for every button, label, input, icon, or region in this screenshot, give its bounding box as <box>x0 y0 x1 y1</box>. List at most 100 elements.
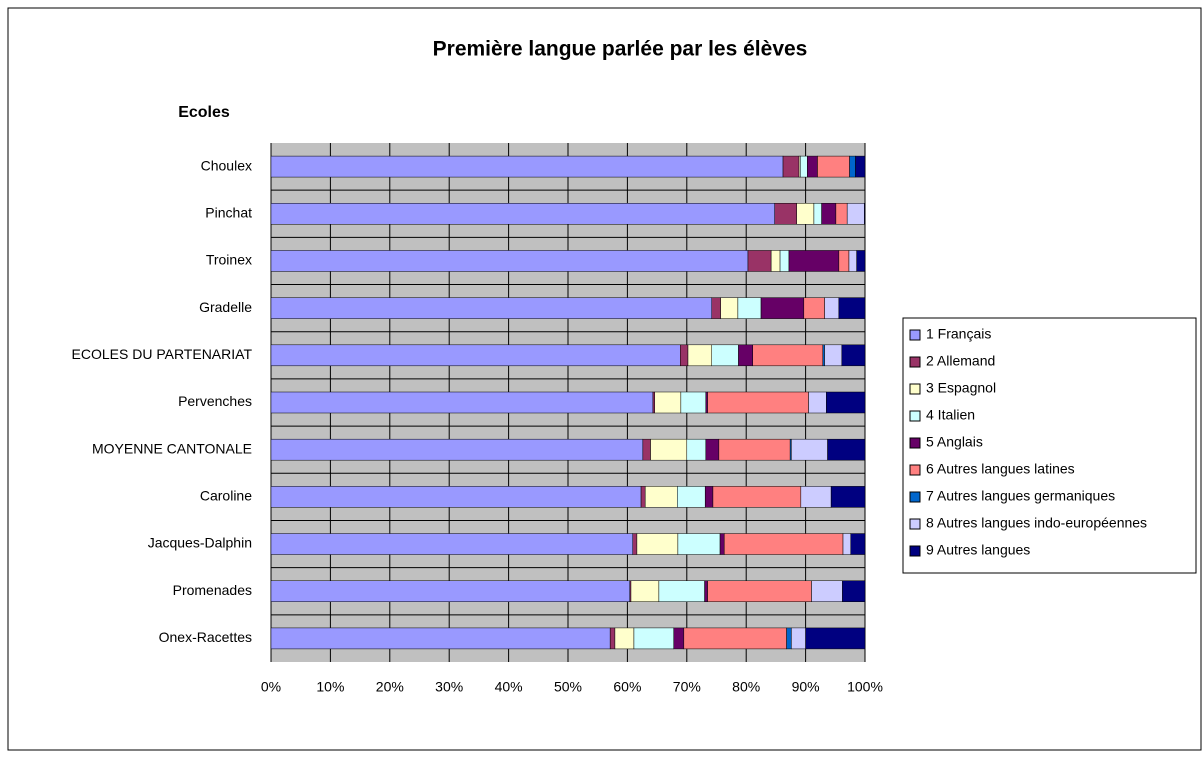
legend-box <box>902 317 1197 574</box>
bar-segment <box>680 391 707 414</box>
legend-label: 8 Autres langues indo-européennes <box>926 515 1147 531</box>
bar-segment <box>841 344 866 367</box>
bar-segment <box>811 580 843 602</box>
bar-segment <box>270 627 611 650</box>
bar-segment <box>838 250 850 272</box>
legend-label: 5 Anglais <box>926 434 983 450</box>
bar-segment <box>855 155 866 178</box>
bar-segment <box>808 391 827 414</box>
bar-segment <box>738 344 753 367</box>
bar-segment <box>821 203 837 225</box>
x-tick-label: 80% <box>732 679 760 695</box>
bar-segment <box>720 297 739 319</box>
bar-segment <box>842 580 866 602</box>
bar-segment <box>270 580 631 602</box>
bar-segment <box>680 344 689 367</box>
y-tick-label: MOYENNE CANTONALE <box>92 440 252 456</box>
y-axis-label: Ecoles <box>178 104 230 121</box>
bar-segment <box>827 438 866 461</box>
bar-segment <box>677 486 706 508</box>
x-tick-label: 0% <box>261 679 281 695</box>
bar-segment <box>270 438 644 461</box>
legend-swatch <box>909 491 921 503</box>
bar-segment <box>791 438 828 461</box>
bar-segment <box>786 627 792 650</box>
bar-segment <box>796 203 815 225</box>
bar-segment <box>707 391 809 414</box>
bar-segment <box>824 297 840 319</box>
bar-segment <box>813 203 822 225</box>
bar-segment <box>737 297 762 319</box>
bar-segment <box>800 155 808 178</box>
legend-swatch <box>909 356 921 368</box>
bar-segment <box>805 627 866 650</box>
legend-label: 3 Espagnol <box>926 380 996 396</box>
bar-segment <box>642 438 651 461</box>
bar-segment <box>846 203 865 225</box>
bar-segment <box>632 533 638 555</box>
x-tick-label: 40% <box>495 679 523 695</box>
legend-swatch <box>909 329 921 341</box>
bar-segment <box>747 250 772 272</box>
y-tick-label: Choulex <box>201 157 252 173</box>
bar-segment <box>838 297 866 319</box>
legend-swatch <box>909 518 921 530</box>
bar-segment <box>800 486 832 508</box>
bar-segment <box>270 533 633 555</box>
bar-segment <box>760 297 805 319</box>
bar-segment <box>677 533 721 555</box>
bar-segment <box>850 533 866 555</box>
bar-segment <box>830 486 866 508</box>
bar-segment <box>636 533 679 555</box>
bar-segment <box>817 155 850 178</box>
y-tick-label: Caroline <box>200 488 252 504</box>
y-tick-label: ECOLES DU PARTENARIAT <box>72 346 253 362</box>
legend-swatch <box>909 410 921 422</box>
bar-segment <box>711 344 739 367</box>
x-tick-label: 70% <box>673 679 701 695</box>
bar-segment <box>807 155 818 178</box>
bar-segment <box>686 438 707 461</box>
bar-segment <box>803 297 825 319</box>
bar-segment <box>270 486 642 508</box>
bar-segment <box>752 344 824 367</box>
chart-title: Première langue parlée par les élèves <box>433 38 808 61</box>
bar-segment <box>270 250 749 272</box>
bar-segment <box>614 627 635 650</box>
bar-segment <box>705 438 720 461</box>
x-tick-label: 10% <box>316 679 344 695</box>
bar-segment <box>652 391 655 414</box>
x-tick-label: 20% <box>376 679 404 695</box>
bar-segment <box>609 627 616 650</box>
bar-segment <box>687 344 712 367</box>
bar-segment <box>270 155 784 178</box>
bar-segment <box>788 250 840 272</box>
legend-label: 1 Français <box>926 326 991 342</box>
legend-label: 2 Allemand <box>926 353 995 369</box>
bar-segment <box>654 391 682 414</box>
legend-label: 9 Autres langues <box>926 542 1030 558</box>
bar-segment <box>650 438 688 461</box>
bar-segment <box>644 486 678 508</box>
bar-segment <box>856 250 866 272</box>
legend-swatch <box>909 464 921 476</box>
bar-segment <box>723 533 844 555</box>
y-tick-label: Promenades <box>173 582 252 598</box>
y-tick-label: Pinchat <box>205 204 252 220</box>
legend-label: 4 Italien <box>926 407 975 423</box>
x-tick-label: 60% <box>613 679 641 695</box>
bar-segment <box>658 580 705 602</box>
bar-segment <box>835 203 848 225</box>
legend-swatch <box>909 437 921 449</box>
bar-segment <box>711 297 721 319</box>
bar-segment <box>270 203 775 225</box>
bar-segment <box>864 203 866 225</box>
bar-segment <box>640 486 646 508</box>
legend-swatch <box>909 383 921 395</box>
x-tick-label: 50% <box>554 679 582 695</box>
x-tick-label: 30% <box>435 679 463 695</box>
bar-segment <box>270 391 654 414</box>
bar-segment <box>826 391 866 414</box>
x-tick-label: 90% <box>792 679 820 695</box>
y-tick-label: Onex-Racettes <box>159 629 252 645</box>
